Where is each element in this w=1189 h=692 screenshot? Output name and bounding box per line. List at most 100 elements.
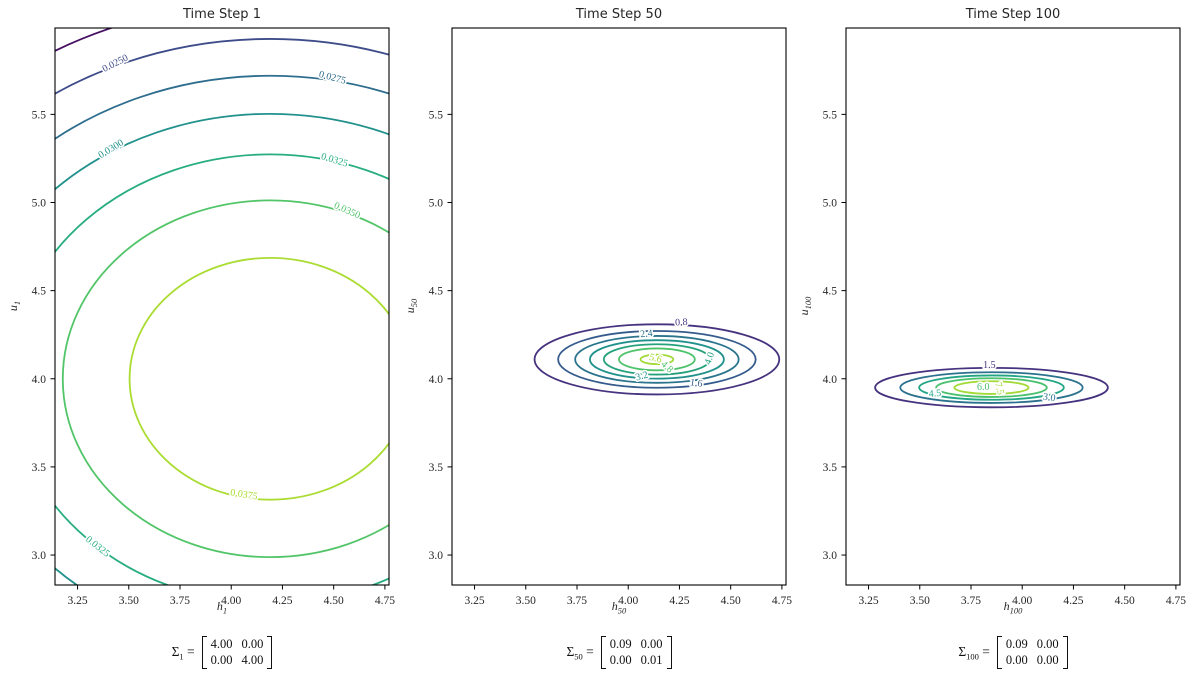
contour-line-2.4 (574, 335, 740, 384)
subplot-title: Time Step 100 (965, 7, 1061, 22)
contour-label: 0.8 (675, 317, 688, 329)
contour-line-3.0 (899, 371, 1084, 404)
contour-line-0.0275 (55, 74, 389, 140)
contour-label: 0.0300 (96, 137, 125, 161)
contour-label: 7.5 (992, 381, 1006, 396)
y-tick-label: 4.5 (429, 286, 444, 298)
y-tick-label: 4.0 (32, 374, 47, 386)
y-tick-label: 4.5 (32, 286, 47, 298)
y-tick-label: 3.0 (429, 550, 444, 562)
sigma-symbol: Σ1 = (171, 643, 195, 662)
x-axis-sub: 100 (1009, 605, 1023, 616)
y-tick-label: 4.0 (823, 374, 838, 386)
contour-label: 4.5 (928, 388, 941, 400)
contour-label: 1.6 (689, 377, 703, 390)
contour-label: 0.0325 (83, 534, 111, 560)
contour-line-0.0375 (128, 256, 389, 501)
x-tick-label: 3.50 (910, 595, 930, 607)
contour-label: 0.0325 (320, 151, 350, 170)
contour-plot-svg: 3.25 3.50 3.75 4.00 4.25 4.50 4.75 5.5 5.0 4.5 4.0… (32, 27, 395, 607)
contour-line-0.0250 (55, 38, 389, 95)
axes-frame (54, 27, 390, 586)
matrix-cell: 4.00 (210, 637, 233, 651)
contour-line-4.5 (918, 374, 1065, 401)
x-tick-label: 4.75 (375, 595, 395, 607)
y-tick-label: 5.0 (429, 198, 444, 210)
y-tick-label: 3.0 (32, 550, 47, 562)
contour-line-7.5 (953, 380, 1030, 395)
matrix-right-bracket (267, 636, 273, 670)
matrix-left-bracket (201, 636, 207, 670)
subplot-time-step-50: Time Step 50 3.25 3.50 3.75 4.00 4.25 4.50 4.7… (397, 0, 801, 692)
contour-line-0.0325 (55, 153, 389, 585)
matrix-cell: 0.00 (210, 652, 233, 667)
sigma-symbol: Σ100 = (958, 643, 990, 662)
contour-line-4.8 (618, 347, 696, 372)
y-tick-label: 4.5 (823, 286, 838, 298)
y-tick-label: 3.5 (32, 462, 47, 474)
contour-line-4.0 (602, 343, 711, 376)
contour-label: 3.0 (1042, 391, 1056, 404)
x-tick-label: 3.25 (858, 595, 878, 607)
contour-label: 2.4 (640, 328, 654, 340)
matrix-cell: 0.00 (1036, 637, 1059, 651)
contour-line-6.0 (935, 377, 1048, 398)
contour-label: 3.2 (634, 370, 649, 384)
subplot-title: Time Step 1 (183, 7, 261, 22)
subplot-time-step-1: Time Step 1 3.25 3.50 3.75 4.00 4.25 4.50 4.75… (0, 0, 404, 692)
x-tick-label: 4.50 (1115, 595, 1135, 607)
covariance-matrix: 0.09 0.00 0.00 0.00 (1002, 636, 1063, 669)
matrix-cell: 4.00 (241, 652, 264, 667)
x-tick-label: 3.25 (67, 595, 87, 607)
x-tick-label: 4.25 (272, 595, 292, 607)
y-tick-label: 5.5 (823, 109, 838, 121)
y-tick-label: 5.5 (32, 109, 47, 121)
x-tick-label: 4.00 (221, 595, 241, 607)
x-tick-label: 3.50 (119, 595, 139, 607)
contour-label: 0.0275 (318, 69, 347, 87)
subplot-title: Time Step 50 (575, 7, 663, 22)
y-axis-label: u100 (797, 297, 813, 316)
subplot-time-step-100: Time Step 100 3.25 3.50 3.75 4.00 4.25 4.50 4.… (791, 0, 1189, 692)
matrix-cell: 0.00 (241, 637, 264, 651)
x-tick-label: 4.25 (669, 595, 689, 607)
x-axis-label: h100 (846, 599, 1180, 615)
contour-lines (874, 366, 1109, 409)
y-tick-label: 4.0 (429, 374, 444, 386)
y-tick-label: 3.0 (823, 550, 838, 562)
y-axis-sub: 100 (803, 296, 814, 310)
x-tick-label: 3.75 (961, 595, 981, 607)
sigma-symbol: Σ50 = (566, 643, 594, 662)
contour-line-0.0350 (61, 199, 389, 558)
contour-label: 6.0 (977, 382, 990, 393)
y-axis-label: u50 (403, 299, 419, 314)
sigma-annotation: Σ1 = 4.00 0.00 0.00 4.00 (55, 636, 389, 670)
x-tick-label: 4.50 (721, 595, 741, 607)
sigma-annotation: Σ50 = 0.09 0.00 0.00 0.01 (452, 636, 786, 670)
x-axis-label: h50 (452, 599, 786, 615)
matrix-cell: 0.00 (640, 637, 663, 651)
x-tick-label: 4.75 (1166, 595, 1186, 607)
x-tick-label: 3.25 (464, 595, 484, 607)
matrix-right-bracket (666, 636, 672, 670)
axes-frame (451, 27, 787, 586)
contour-line-1.5 (874, 366, 1109, 409)
x-axis-letter: h (611, 599, 618, 613)
y-tick-label: 5.0 (823, 198, 838, 210)
y-axis-letter: u (5, 305, 20, 312)
contour-label: 1.5 (983, 360, 996, 371)
x-axis-label: h1 (55, 599, 389, 615)
contour-line-0.8 (533, 323, 781, 396)
y-tick-label: 3.5 (823, 462, 838, 474)
x-axis-letter: h (216, 599, 223, 613)
x-tick-label: 4.00 (1012, 595, 1032, 607)
contour-plot-svg: 3.25 3.50 3.75 4.00 4.25 4.50 4.75 5.5 5.0 4.5 4.0… (429, 27, 792, 607)
matrix-cell: 0.09 (609, 637, 632, 651)
x-tick-label: 4.25 (1063, 595, 1083, 607)
contour-label: 0.0375 (229, 487, 258, 502)
matrix-cell: 0.09 (1005, 637, 1028, 651)
x-tick-label: 3.50 (516, 595, 536, 607)
contour-label: 0.0350 (332, 200, 362, 221)
contour-lines (55, 28, 389, 585)
